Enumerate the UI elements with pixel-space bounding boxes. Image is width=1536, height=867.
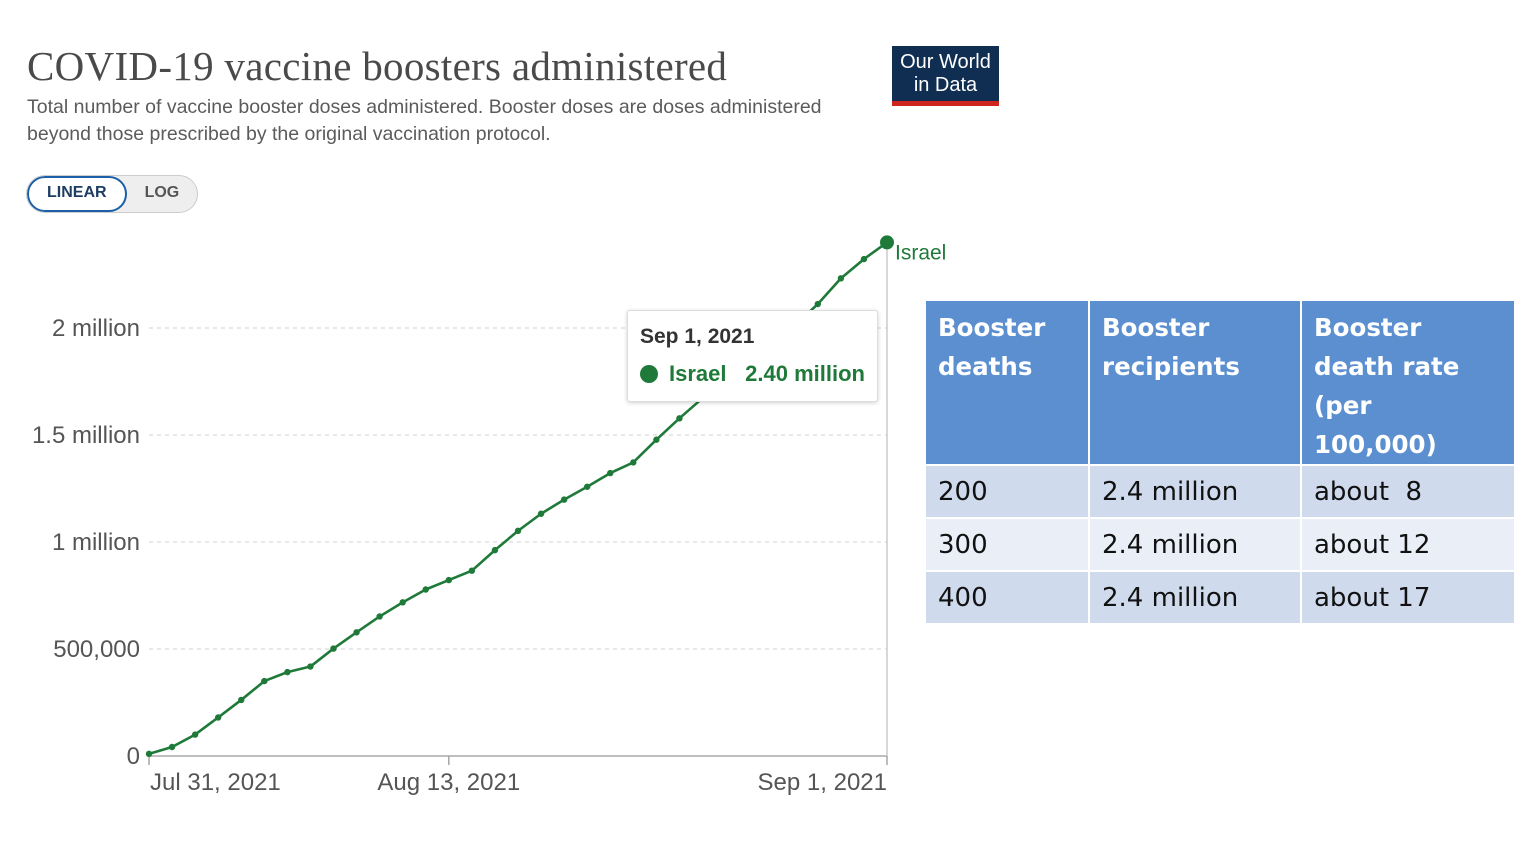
data-point — [676, 415, 683, 422]
tooltip-row: Israel 2.40 million — [640, 361, 865, 387]
table-cell: about 12 — [1300, 517, 1516, 572]
y-tick-label: 1 million — [52, 529, 140, 556]
chart-title: COVID-19 vaccine boosters administered — [27, 43, 728, 89]
data-point — [168, 743, 176, 751]
data-point — [630, 459, 637, 466]
header-text: death rate — [1314, 352, 1460, 381]
header-text: Booster — [938, 313, 1046, 342]
table-cell: about 8 — [1300, 464, 1516, 519]
header-booster-deaths: Booster deaths — [924, 299, 1090, 466]
table-cell: 2.4 million — [1088, 464, 1302, 519]
linear-scale-button[interactable]: LINEAR — [27, 176, 127, 212]
y-tick-label: 500,000 — [53, 636, 140, 663]
owid-logo[interactable]: Our World in Data — [892, 46, 999, 106]
table-cell: 2.4 million — [1088, 570, 1302, 625]
header-booster-recipients: Booster recipients — [1088, 299, 1302, 466]
header-booster-death-rate: Booster death rate (per 100,000) — [1300, 299, 1516, 466]
data-point — [583, 483, 591, 490]
table-header-row: Booster deaths Booster recipients Booste… — [924, 299, 1516, 466]
series-endpoint — [880, 235, 894, 250]
x-tick-label: Aug 13, 2021 — [377, 769, 520, 796]
series-label-israel: Israel — [895, 241, 946, 264]
scale-toggle: LINEAR LOG — [26, 175, 199, 213]
y-tick-label: 2 million — [52, 315, 140, 342]
logo-line-2: in Data — [913, 74, 978, 96]
table-cell: 300 — [924, 517, 1090, 572]
log-scale-button[interactable]: LOG — [144, 184, 180, 201]
data-point — [261, 677, 268, 685]
data-point — [537, 510, 545, 517]
data-point — [145, 750, 153, 758]
tooltip-series-dot — [640, 365, 658, 383]
tooltip-value: 2.40 million — [745, 361, 865, 386]
data-point — [837, 275, 845, 282]
chart-tooltip: Sep 1, 2021 Israel 2.40 million — [627, 310, 878, 402]
table-cell: 2.4 million — [1088, 517, 1302, 572]
header-text: Booster — [1314, 313, 1422, 342]
table-row: 300 2.4 million about 12 — [924, 517, 1516, 572]
header-text: (per 100,000) — [1314, 391, 1437, 459]
booster-death-rate-table: Booster deaths Booster recipients Booste… — [924, 299, 1516, 625]
data-point — [330, 645, 337, 652]
data-point — [422, 586, 429, 593]
tooltip-date: Sep 1, 2021 — [640, 325, 755, 348]
header-text: recipients — [1102, 352, 1240, 381]
header-text: Booster — [1102, 313, 1210, 342]
data-point — [607, 469, 614, 477]
data-point — [560, 496, 568, 503]
y-tick-label: 0 — [127, 743, 140, 770]
x-tick-label: Jul 31, 2021 — [150, 769, 281, 796]
data-point — [214, 714, 222, 721]
x-tick-label: Sep 1, 2021 — [758, 769, 887, 796]
table-row: 400 2.4 million about 17 — [924, 570, 1516, 625]
data-point — [238, 696, 245, 704]
table-cell: 400 — [924, 570, 1090, 625]
data-point — [376, 613, 383, 620]
data-point — [284, 668, 291, 676]
data-point — [514, 527, 522, 535]
data-point — [445, 576, 453, 584]
data-point — [468, 567, 476, 574]
data-point — [353, 629, 360, 636]
data-point — [860, 255, 868, 263]
table-cell: about 17 — [1300, 570, 1516, 625]
table-row: 200 2.4 million about 8 — [924, 464, 1516, 519]
data-point — [814, 300, 822, 308]
data-point — [191, 731, 199, 738]
table-cell: 200 — [924, 464, 1090, 519]
data-point — [653, 436, 660, 443]
header-text: deaths — [938, 352, 1033, 381]
chart-subtitle: Total number of vaccine booster doses ad… — [27, 96, 822, 145]
data-point — [399, 599, 406, 606]
logo-line-1: Our World — [900, 51, 991, 73]
data-point — [491, 546, 499, 554]
data-point — [307, 663, 314, 670]
y-tick-label: 1.5 million — [32, 422, 140, 449]
tooltip-series-name: Israel — [669, 361, 727, 386]
